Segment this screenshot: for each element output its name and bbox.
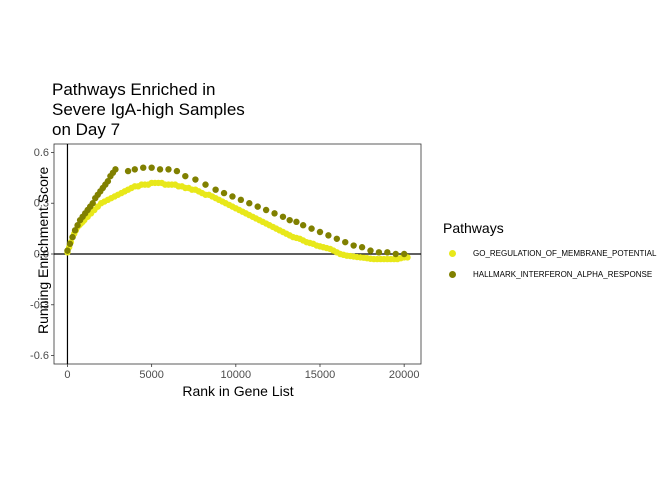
point-hallmark-interferon-alpha bbox=[104, 178, 112, 185]
legend-marker bbox=[449, 270, 456, 278]
legend-label: HALLMARK_INTERFERON_ALPHA_RESPONSE bbox=[473, 269, 653, 279]
point-hallmark-interferon-alpha bbox=[384, 249, 391, 256]
chart-title-line-2: Severe IgA-high Samples bbox=[52, 100, 245, 119]
point-hallmark-interferon-alpha bbox=[156, 166, 164, 173]
x-axis-label: Rank in Gene List bbox=[182, 383, 294, 399]
point-hallmark-interferon-alpha bbox=[112, 166, 119, 173]
point-hallmark-interferon-alpha bbox=[254, 203, 261, 210]
x-tick-label: 10000 bbox=[221, 369, 252, 381]
legend-marker bbox=[449, 249, 456, 257]
point-hallmark-interferon-alpha bbox=[66, 240, 74, 248]
y-tick-label: 0.0 bbox=[34, 249, 49, 261]
point-hallmark-interferon-alpha bbox=[182, 172, 189, 180]
point-hallmark-interferon-alpha bbox=[202, 181, 209, 188]
chart-title-line-1: Pathways Enriched in bbox=[52, 80, 216, 99]
point-hallmark-interferon-alpha bbox=[212, 186, 219, 193]
point-hallmark-interferon-alpha bbox=[279, 213, 287, 220]
legend-label: GO_REGULATION_OF_MEMBRANE_POTENTIAL bbox=[473, 248, 657, 258]
y-axis-label: Running Enrichment Score bbox=[35, 166, 51, 334]
point-hallmark-interferon-alpha bbox=[375, 249, 383, 256]
chart-title-line-3: on Day 7 bbox=[52, 120, 121, 139]
point-hallmark-interferon-alpha bbox=[173, 167, 181, 175]
point-hallmark-interferon-alpha bbox=[299, 222, 307, 229]
point-hallmark-interferon-alpha bbox=[308, 225, 315, 232]
point-hallmark-interferon-alpha bbox=[286, 216, 293, 224]
point-hallmark-interferon-alpha bbox=[148, 164, 155, 171]
point-hallmark-interferon-alpha bbox=[165, 166, 172, 173]
point-hallmark-interferon-alpha bbox=[246, 200, 253, 207]
point-hallmark-interferon-alpha bbox=[367, 247, 374, 254]
point-hallmark-interferon-alpha bbox=[220, 189, 228, 197]
point-hallmark-interferon-alpha bbox=[350, 242, 357, 249]
point-hallmark-interferon-alpha bbox=[229, 193, 236, 200]
legend-title: Pathways bbox=[443, 220, 504, 236]
point-hallmark-interferon-alpha bbox=[192, 176, 199, 183]
x-tick-label: 20000 bbox=[389, 369, 420, 381]
point-hallmark-interferon-alpha bbox=[392, 250, 399, 258]
x-tick-label: 15000 bbox=[305, 369, 336, 381]
y-tick-label: 0.6 bbox=[34, 147, 49, 159]
legend-item-hallmark-interferon-alpha: HALLMARK_INTERFERON_ALPHA_RESPONSE bbox=[449, 267, 652, 281]
point-hallmark-interferon-alpha bbox=[64, 247, 71, 254]
y-tick-label: -0.6 bbox=[30, 350, 49, 362]
point-hallmark-interferon-alpha bbox=[131, 166, 139, 173]
point-hallmark-interferon-alpha bbox=[237, 196, 245, 204]
point-hallmark-interferon-alpha bbox=[333, 235, 341, 242]
point-hallmark-interferon-alpha bbox=[293, 218, 300, 226]
point-hallmark-interferon-alpha bbox=[69, 233, 76, 241]
point-hallmark-interferon-alpha bbox=[316, 228, 324, 236]
legend-item-go-membrane-potential: GO_REGULATION_OF_MEMBRANE_POTENTIAL bbox=[449, 246, 656, 260]
point-hallmark-interferon-alpha bbox=[358, 244, 366, 251]
x-tick-label: 0 bbox=[64, 369, 70, 381]
point-hallmark-interferon-alpha bbox=[400, 250, 408, 258]
point-hallmark-interferon-alpha bbox=[89, 200, 96, 207]
point-hallmark-interferon-alpha bbox=[342, 238, 349, 246]
y-tick-label: 0.3 bbox=[34, 198, 49, 210]
point-hallmark-interferon-alpha bbox=[140, 164, 147, 171]
x-tick-label: 5000 bbox=[139, 369, 163, 381]
point-hallmark-interferon-alpha bbox=[271, 210, 278, 217]
point-hallmark-interferon-alpha bbox=[124, 167, 132, 175]
point-hallmark-interferon-alpha bbox=[325, 232, 332, 239]
point-hallmark-interferon-alpha bbox=[71, 227, 79, 234]
point-hallmark-interferon-alpha bbox=[262, 206, 270, 214]
point-hallmark-interferon-alpha bbox=[74, 222, 81, 229]
y-tick-label: -0.3 bbox=[30, 299, 49, 311]
